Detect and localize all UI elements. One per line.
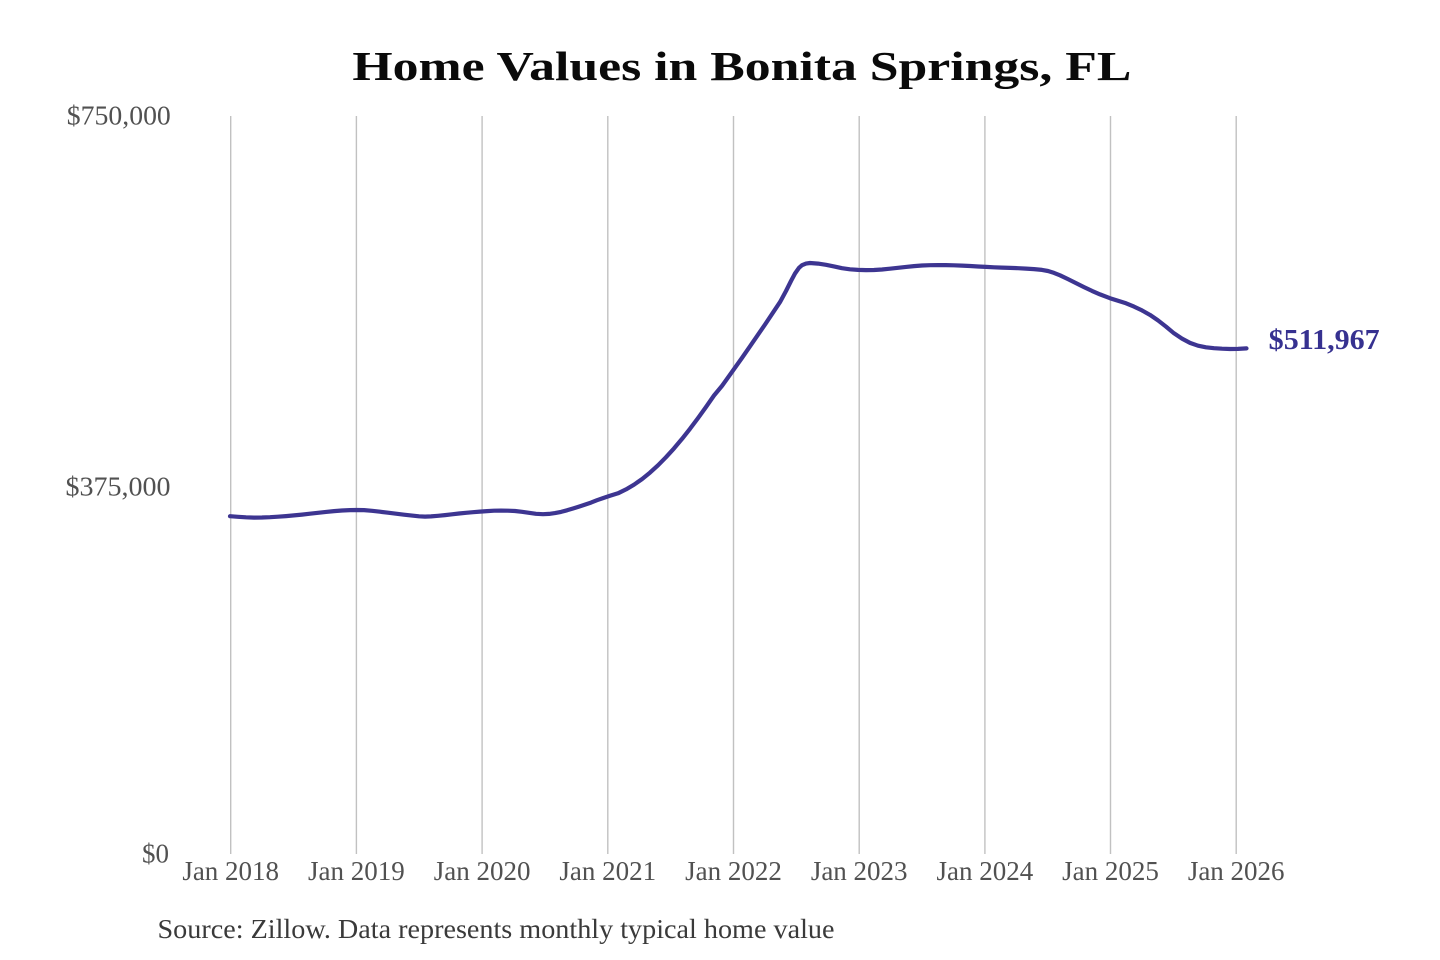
svg-text:Jan 2023: Jan 2023 [811, 856, 908, 886]
svg-text:Source: Zillow. Data represent: Source: Zillow. Data represents monthly … [158, 914, 835, 944]
svg-text:Jan 2024: Jan 2024 [937, 856, 1034, 886]
svg-text:Jan 2022: Jan 2022 [685, 856, 782, 886]
svg-text:$375,000: $375,000 [66, 472, 171, 502]
svg-text:Jan 2021: Jan 2021 [559, 856, 656, 886]
svg-text:Home Values in Bonita Springs,: Home Values in Bonita Springs, FL [352, 43, 1131, 89]
svg-text:$511,967: $511,967 [1269, 325, 1380, 356]
svg-text:Jan 2019: Jan 2019 [308, 856, 405, 886]
svg-text:Jan 2025: Jan 2025 [1062, 856, 1159, 886]
svg-text:Jan 2020: Jan 2020 [434, 856, 531, 886]
svg-text:$0: $0 [142, 838, 169, 868]
svg-text:$750,000: $750,000 [67, 101, 171, 131]
svg-text:Jan 2026: Jan 2026 [1188, 856, 1285, 886]
svg-text:Jan 2018: Jan 2018 [182, 856, 279, 886]
